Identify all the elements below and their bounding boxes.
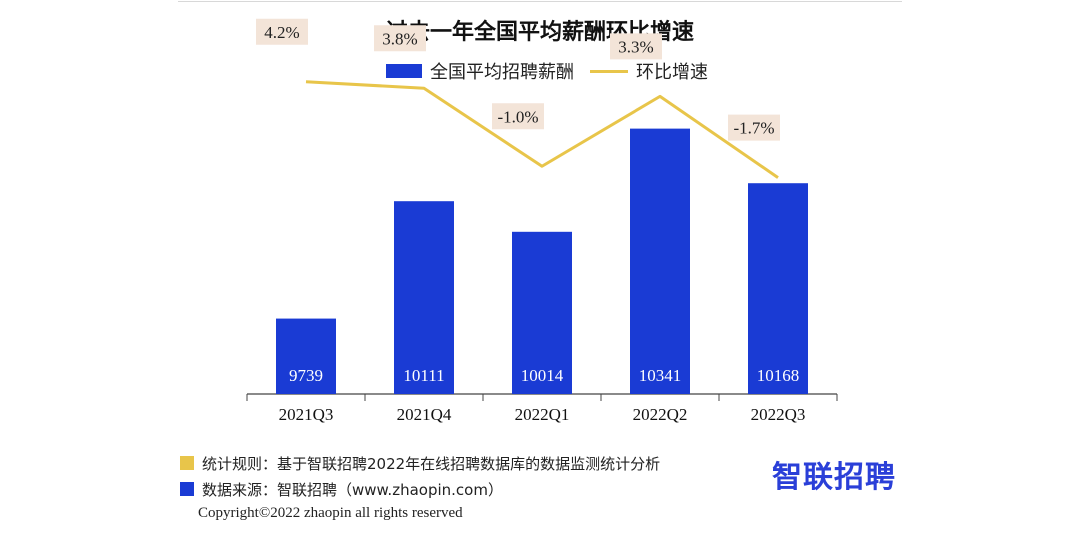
bar xyxy=(748,183,808,394)
x-tick-label: 2021Q3 xyxy=(279,405,334,424)
growth-value-label: 4.2% xyxy=(264,23,299,42)
growth-label-bg xyxy=(610,33,662,60)
bar xyxy=(512,231,572,394)
growth-label-bg xyxy=(492,103,544,130)
growth-label-bg xyxy=(374,25,426,52)
growth-value-label: -1.7% xyxy=(733,119,774,138)
legend-item-bar: 全国平均招聘薪酬 xyxy=(386,58,574,84)
legend: 全国平均招聘薪酬 环比增速 xyxy=(0,58,1080,84)
note-rule-text: 统计规则：基于智联招聘2022年在线招聘数据库的数据监测统计分析 xyxy=(202,454,661,473)
legend-item-line: 环比增速 xyxy=(590,58,708,84)
x-tick-label: 2022Q3 xyxy=(751,405,806,424)
legend-swatch-line xyxy=(590,69,628,73)
x-tick-label: 2022Q2 xyxy=(633,405,688,424)
bar xyxy=(394,201,454,394)
note-rule: 统计规则：基于智联招聘2022年在线招聘数据库的数据监测统计分析 xyxy=(180,450,660,476)
growth-value-label: 3.8% xyxy=(382,29,417,48)
bar-value-label: 10111 xyxy=(403,366,444,385)
x-tick-label: 2021Q4 xyxy=(397,405,452,424)
note-source: 数据来源：智联招聘（www.zhaopin.com） xyxy=(180,476,660,502)
growth-value-label: 3.3% xyxy=(618,37,653,56)
bar xyxy=(630,128,690,394)
bar xyxy=(276,318,336,394)
copyright: Copyright©2022 zhaopin all rights reserv… xyxy=(198,505,463,521)
bar-value-label: 10341 xyxy=(639,366,682,385)
legend-label-line: 环比增速 xyxy=(636,62,708,83)
bar-value-label: 10014 xyxy=(521,366,564,385)
x-tick-label: 2022Q1 xyxy=(515,405,570,424)
top-divider xyxy=(178,1,902,2)
growth-label-bg xyxy=(728,114,780,141)
growth-line xyxy=(305,80,779,179)
note-swatch-yellow xyxy=(180,456,194,470)
bar-value-label: 9739 xyxy=(289,366,323,385)
legend-label-bar: 全国平均招聘薪酬 xyxy=(430,62,574,83)
bar-value-label: 10168 xyxy=(757,366,800,385)
note-swatch-blue xyxy=(180,482,194,496)
notes: 统计规则：基于智联招聘2022年在线招聘数据库的数据监测统计分析 数据来源：智联… xyxy=(180,450,660,502)
growth-label-bg xyxy=(256,18,308,45)
growth-value-label: -1.0% xyxy=(497,107,538,126)
legend-swatch-bar xyxy=(386,64,422,78)
note-source-text: 数据来源：智联招聘（www.zhaopin.com） xyxy=(202,480,503,499)
brand-logo: 智联招聘 xyxy=(772,460,896,495)
